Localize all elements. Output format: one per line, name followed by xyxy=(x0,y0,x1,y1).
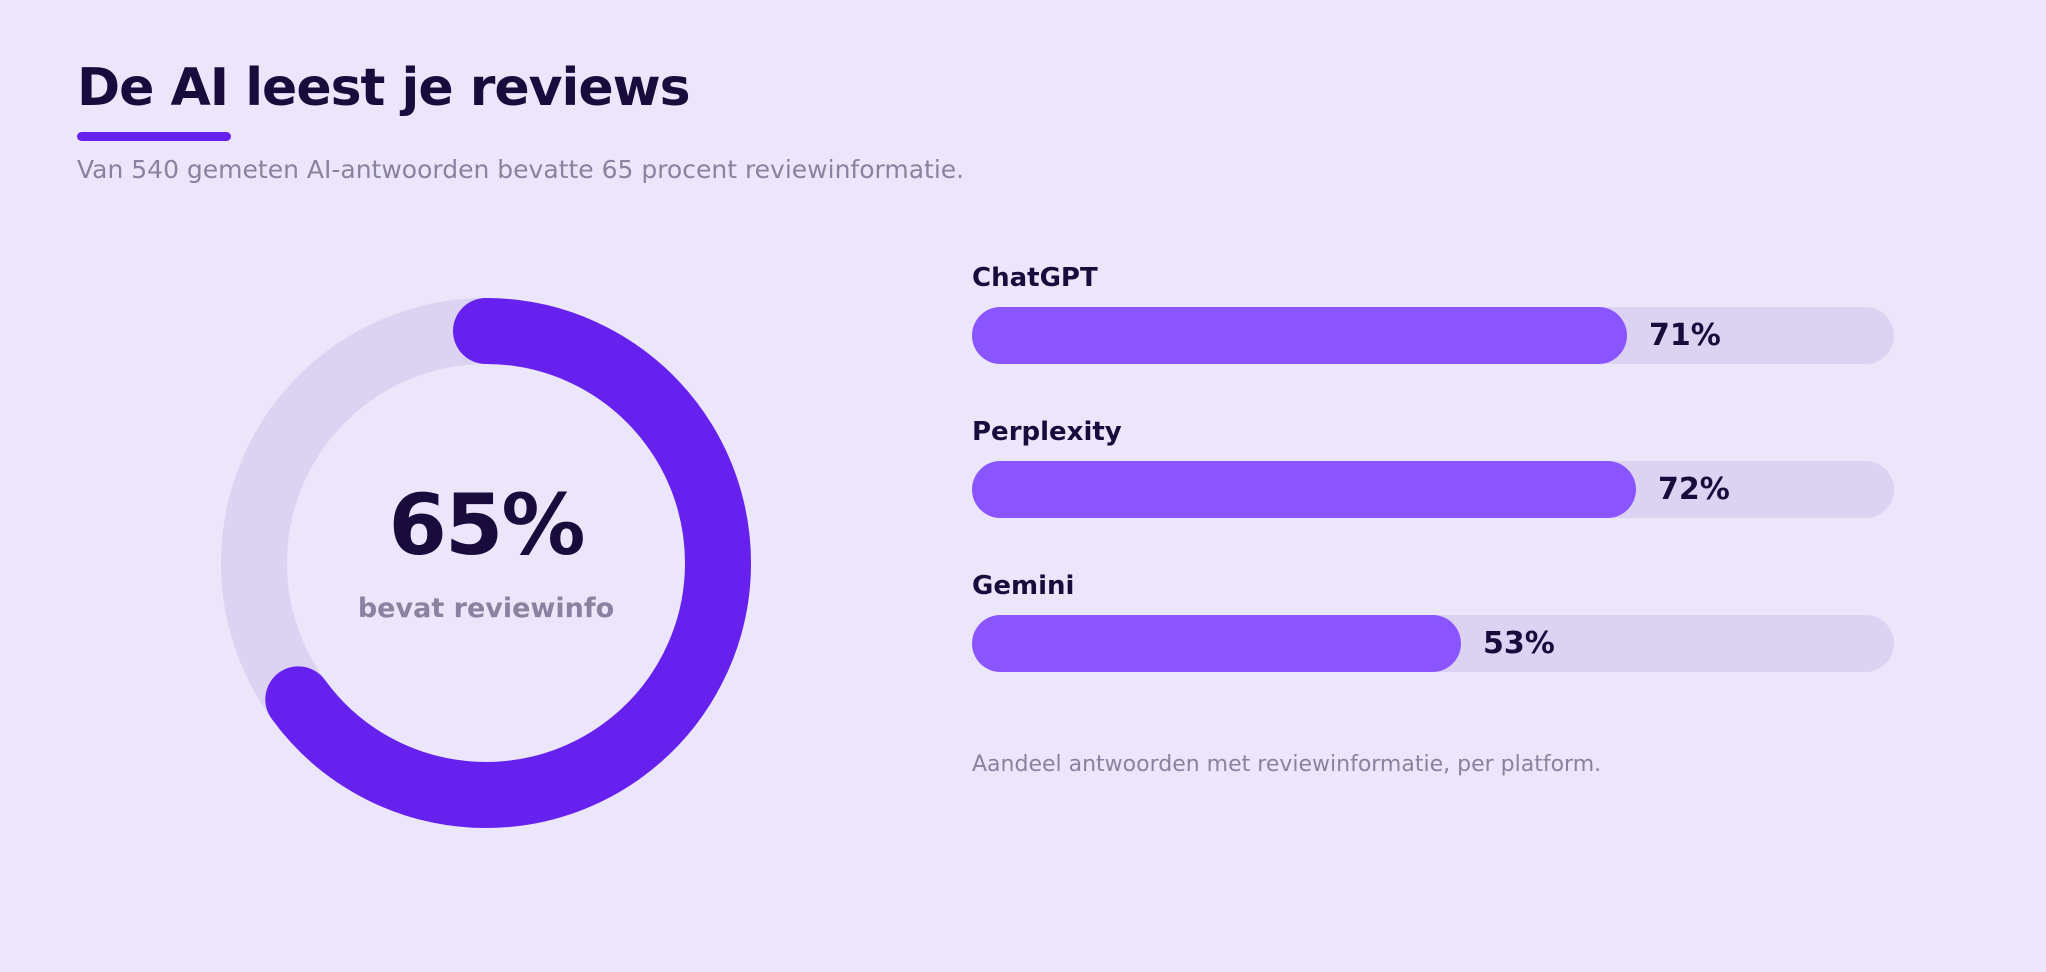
donut-arc-value xyxy=(265,298,751,828)
bar-category-label: ChatGPT xyxy=(972,263,1098,293)
bar-value-label: 71% xyxy=(1649,318,1721,353)
bar-row-chatgpt: ChatGPT 71% xyxy=(972,258,1894,373)
bar-value-label: 53% xyxy=(1483,626,1555,661)
bar-row-perplexity: Perplexity 72% xyxy=(972,412,1894,527)
bar-track xyxy=(972,307,1894,364)
donut-chart xyxy=(221,298,751,828)
bar-fill xyxy=(972,615,1461,672)
bar-category-label: Gemini xyxy=(972,571,1075,601)
chart-footnote: Aandeel antwoorden met reviewinformatie,… xyxy=(972,752,1602,777)
page-subtitle: Van 540 gemeten AI-antwoorden bevatte 65… xyxy=(77,155,965,184)
bar-fill xyxy=(972,307,1627,364)
bar-category-label: Perplexity xyxy=(972,417,1122,447)
bar-fill xyxy=(972,461,1636,518)
bar-row-gemini: Gemini 53% xyxy=(972,566,1894,681)
page-title: De AI leest je reviews xyxy=(77,58,691,118)
bar-value-label: 72% xyxy=(1658,472,1730,507)
donut-value-label: 65% xyxy=(388,476,585,574)
bar-track xyxy=(972,615,1894,672)
donut-caption: bevat reviewinfo xyxy=(357,593,615,624)
bar-track xyxy=(972,461,1894,518)
title-underline xyxy=(77,132,231,141)
bar-chart: ChatGPT 71% Perplexity 72% Gemini 53% xyxy=(972,258,1894,698)
